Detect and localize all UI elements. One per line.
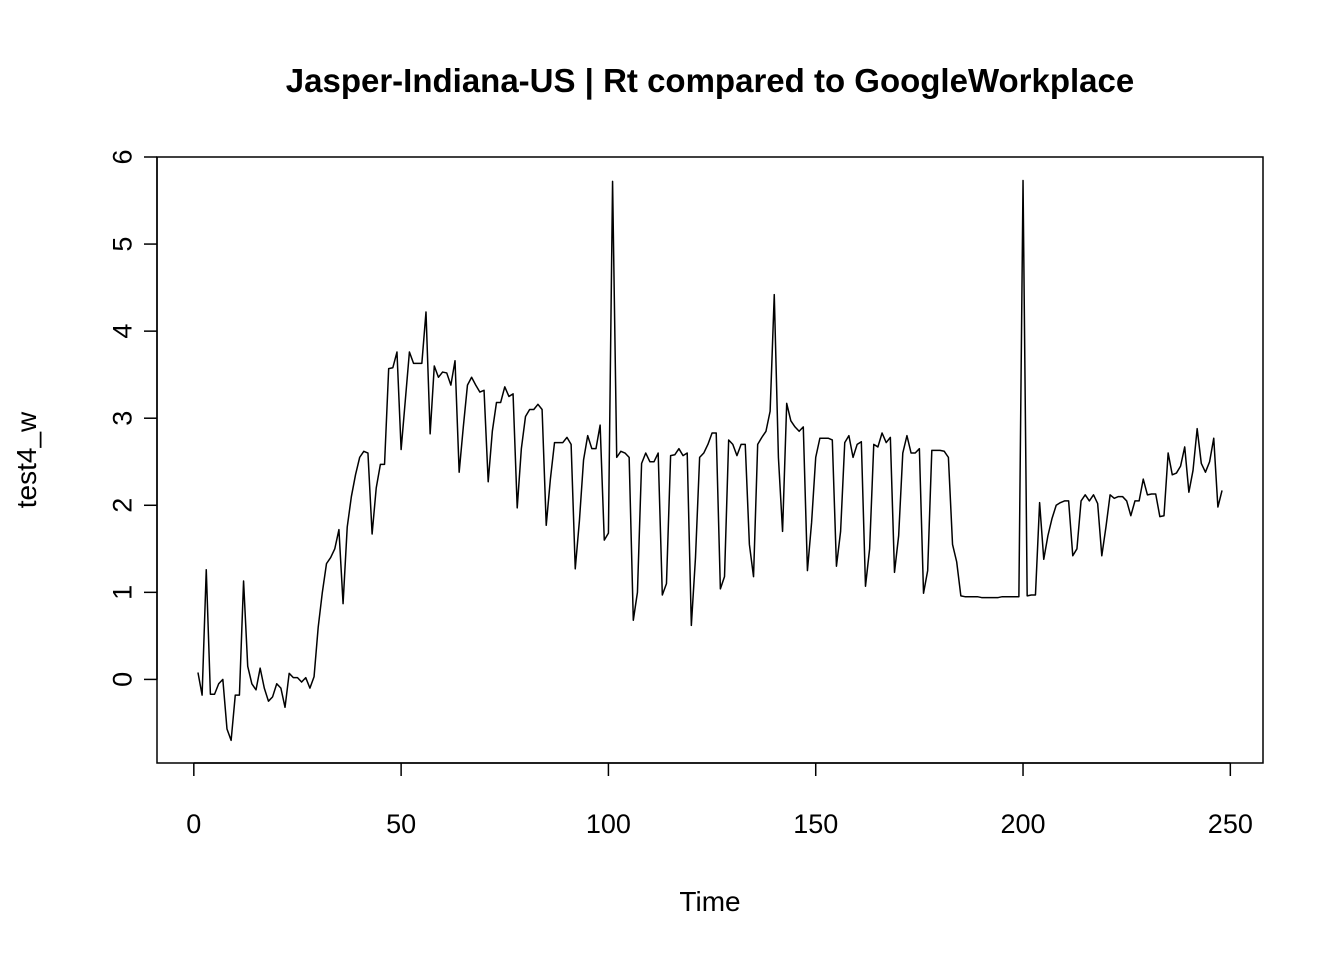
y-tick-label: 1 xyxy=(107,585,137,600)
x-tick-label: 200 xyxy=(1000,809,1045,839)
y-tick-label: 2 xyxy=(107,498,137,513)
x-axis-label: Time xyxy=(679,886,740,917)
y-axis-label: test4_w xyxy=(11,411,42,508)
x-tick-label: 50 xyxy=(386,809,416,839)
y-tick-label: 6 xyxy=(107,149,137,164)
x-tick-label: 250 xyxy=(1208,809,1253,839)
x-tick-label: 100 xyxy=(586,809,631,839)
series-line xyxy=(197,179,1223,742)
y-tick-label: 0 xyxy=(107,672,137,687)
y-tick-label: 3 xyxy=(107,411,137,426)
x-tick-label: 0 xyxy=(186,809,201,839)
plot-box xyxy=(156,156,1264,764)
y-tick-label: 5 xyxy=(107,237,137,252)
y-tick-label: 4 xyxy=(107,324,137,339)
x-tick-label: 150 xyxy=(793,809,838,839)
chart-title: Jasper-Indiana-US | Rt compared to Googl… xyxy=(286,62,1134,99)
